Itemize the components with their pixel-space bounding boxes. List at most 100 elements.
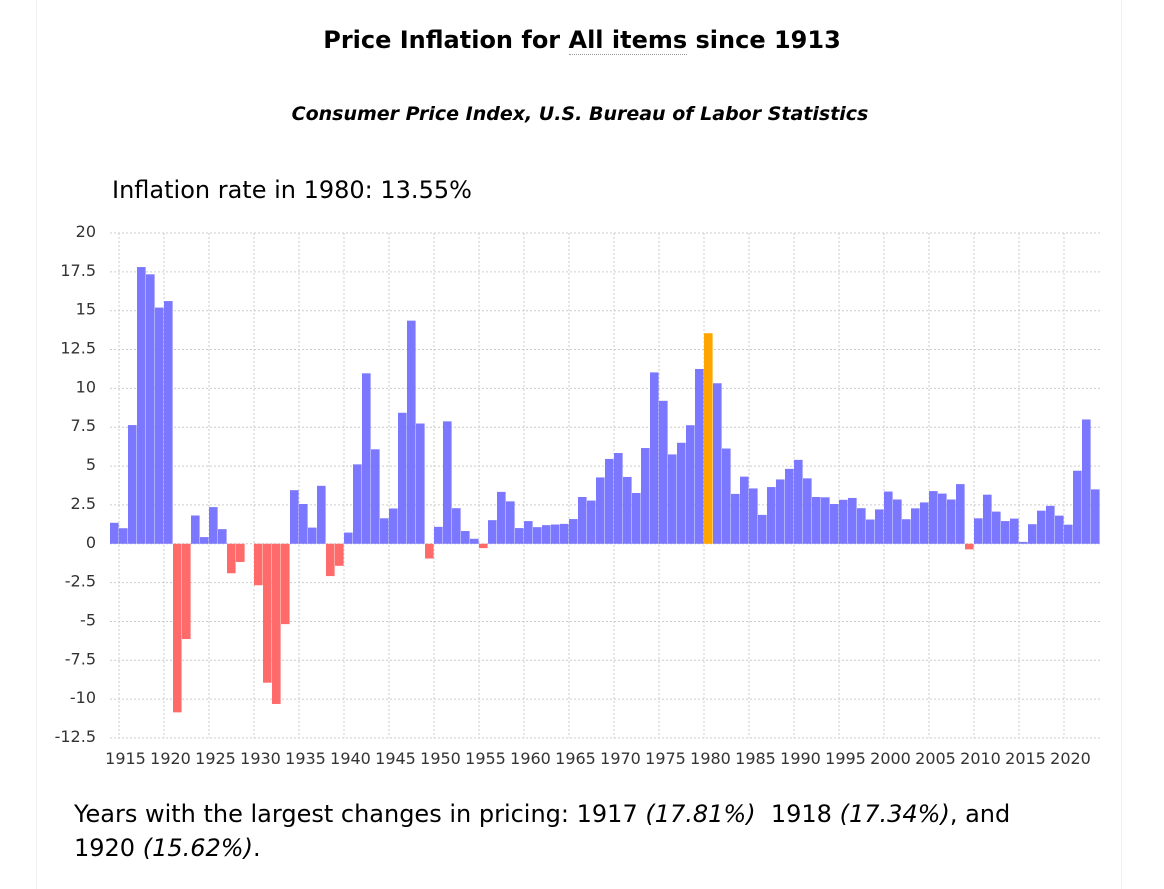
bar-1987[interactable]	[767, 487, 776, 544]
bar-1977[interactable]	[677, 442, 686, 544]
bar-2011[interactable]	[983, 494, 992, 544]
bar-1990[interactable]	[794, 459, 803, 544]
bar-2018[interactable]	[1046, 505, 1055, 544]
bar-1956[interactable]	[488, 520, 497, 544]
bar-1933[interactable]	[281, 543, 290, 625]
bar-2007[interactable]	[947, 499, 956, 544]
bar-2022[interactable]	[1082, 419, 1091, 544]
bar-1921[interactable]	[173, 543, 182, 713]
bar-2020[interactable]	[1064, 524, 1073, 544]
bar-1918[interactable]	[146, 274, 155, 544]
bar-1944[interactable]	[380, 518, 389, 544]
bar-1961[interactable]	[533, 527, 542, 544]
bar-1967[interactable]	[587, 500, 596, 544]
bar-2001[interactable]	[893, 499, 902, 544]
bar-1957[interactable]	[497, 491, 506, 544]
bar-1959[interactable]	[515, 528, 524, 544]
bar-1940[interactable]	[344, 532, 353, 544]
bar-2008[interactable]	[956, 484, 965, 544]
bar-1992[interactable]	[812, 496, 821, 544]
bar-2005[interactable]	[929, 491, 938, 544]
bar-2003[interactable]	[911, 508, 920, 544]
bar-1955[interactable]	[479, 543, 488, 549]
bar-2021[interactable]	[1073, 470, 1082, 544]
bar-1958[interactable]	[506, 501, 515, 544]
bar-2016[interactable]	[1028, 524, 1037, 544]
bar-1952[interactable]	[452, 508, 461, 544]
bar-1925[interactable]	[209, 507, 218, 544]
bar-1935[interactable]	[299, 503, 308, 544]
bar-1953[interactable]	[461, 531, 470, 544]
bar-1939[interactable]	[335, 543, 344, 566]
bar-1936[interactable]	[308, 527, 317, 544]
bar-1965[interactable]	[569, 519, 578, 544]
bar-2006[interactable]	[938, 493, 947, 544]
bar-1983[interactable]	[731, 493, 740, 544]
bar-1972[interactable]	[632, 492, 641, 544]
bar-2009[interactable]	[965, 543, 974, 550]
bar-1986[interactable]	[758, 514, 767, 544]
bar-1971[interactable]	[623, 476, 632, 544]
bar-1988[interactable]	[776, 479, 785, 544]
bar-1949[interactable]	[425, 543, 434, 559]
bar-1943[interactable]	[371, 449, 380, 544]
bar-1923[interactable]	[191, 515, 200, 544]
bar-2002[interactable]	[902, 519, 911, 544]
bar-1931[interactable]	[263, 543, 272, 683]
bar-1926[interactable]	[218, 529, 227, 544]
bar-1969[interactable]	[605, 458, 614, 544]
bar-1979[interactable]	[695, 368, 704, 544]
bar-1920[interactable]	[164, 301, 173, 544]
bar-1999[interactable]	[875, 509, 884, 544]
bar-2023[interactable]	[1091, 489, 1100, 544]
bar-1922[interactable]	[182, 543, 191, 640]
bar-1917[interactable]	[137, 267, 146, 544]
bar-1966[interactable]	[578, 496, 587, 544]
bar-1985[interactable]	[749, 488, 758, 544]
bar-1996[interactable]	[848, 497, 857, 544]
bar-1950[interactable]	[434, 526, 443, 544]
bar-1963[interactable]	[551, 524, 560, 544]
bar-1951[interactable]	[443, 421, 452, 544]
bar-1997[interactable]	[857, 508, 866, 544]
bar-1973[interactable]	[641, 448, 650, 544]
bar-1946[interactable]	[398, 412, 407, 544]
bar-1993[interactable]	[821, 497, 830, 544]
bar-1954[interactable]	[470, 538, 479, 544]
bar-1914[interactable]	[110, 522, 119, 544]
bar-1968[interactable]	[596, 477, 605, 544]
bar-1994[interactable]	[830, 503, 839, 544]
bar-1927[interactable]	[227, 543, 236, 574]
bar-1981[interactable]	[713, 383, 722, 544]
bar-2012[interactable]	[992, 511, 1001, 544]
bar-1964[interactable]	[560, 523, 569, 544]
bar-1974[interactable]	[650, 372, 659, 544]
bar-2004[interactable]	[920, 502, 929, 544]
bar-1945[interactable]	[389, 508, 398, 544]
bar-1919[interactable]	[155, 307, 164, 544]
bar-1937[interactable]	[317, 485, 326, 544]
bar-1924[interactable]	[200, 537, 209, 544]
bar-1970[interactable]	[614, 453, 623, 544]
bar-1980[interactable]	[704, 333, 713, 544]
bar-1978[interactable]	[686, 425, 695, 544]
bar-1984[interactable]	[740, 476, 749, 544]
bar-2019[interactable]	[1055, 515, 1064, 544]
bar-1960[interactable]	[524, 521, 533, 544]
bar-1975[interactable]	[659, 400, 668, 544]
bar-1938[interactable]	[326, 543, 335, 577]
bar-1942[interactable]	[362, 373, 371, 544]
bar-2013[interactable]	[1001, 521, 1010, 544]
title-link[interactable]: All items	[568, 26, 688, 55]
bar-1962[interactable]	[542, 525, 551, 544]
bar-1932[interactable]	[272, 543, 281, 704]
bar-2017[interactable]	[1037, 510, 1046, 544]
bar-2010[interactable]	[974, 518, 983, 544]
bar-1947[interactable]	[407, 320, 416, 544]
bar-1948[interactable]	[416, 423, 425, 544]
bar-1930[interactable]	[254, 543, 263, 586]
bar-1928[interactable]	[236, 543, 245, 562]
bar-1982[interactable]	[722, 448, 731, 544]
bar-2014[interactable]	[1010, 518, 1019, 544]
bar-1991[interactable]	[803, 478, 812, 544]
